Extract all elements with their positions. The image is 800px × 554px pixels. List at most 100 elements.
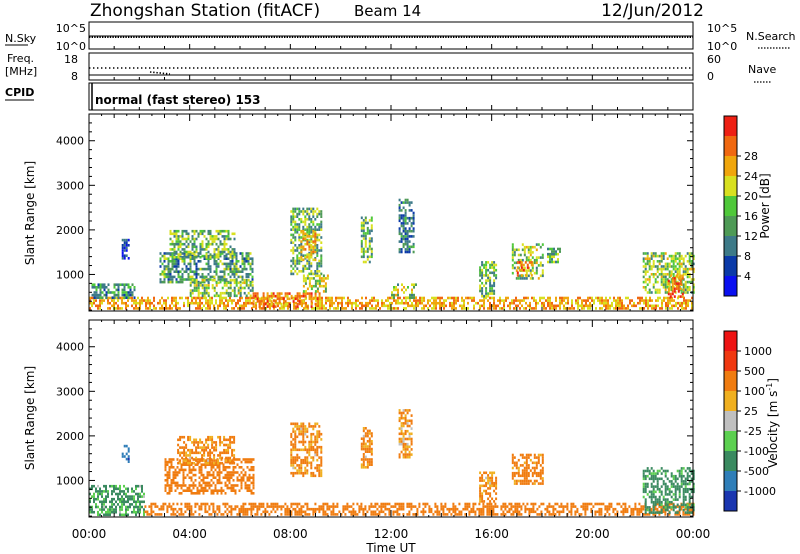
velocity-cell bbox=[186, 489, 189, 492]
power-cell bbox=[258, 300, 261, 303]
power-cell bbox=[461, 299, 463, 302]
power-cell bbox=[579, 304, 581, 308]
power-cell bbox=[479, 299, 481, 302]
power-cell bbox=[679, 282, 682, 285]
velocity-cell bbox=[229, 461, 232, 465]
power-cell bbox=[322, 279, 325, 283]
power-cell bbox=[109, 296, 111, 300]
power-cell bbox=[197, 284, 200, 287]
velocity-cell bbox=[119, 484, 121, 488]
power-cell bbox=[302, 229, 305, 233]
power-cell bbox=[203, 229, 206, 233]
velocity-cell bbox=[516, 502, 519, 506]
velocity-cell bbox=[168, 484, 171, 487]
velocity-cell bbox=[600, 502, 603, 506]
power-cell bbox=[270, 300, 273, 303]
velocity-cell bbox=[185, 459, 188, 462]
power-cell bbox=[213, 235, 216, 238]
velocity-cell bbox=[398, 455, 401, 459]
velocity-cell bbox=[212, 471, 215, 474]
velocity-cell bbox=[240, 476, 243, 479]
power-cell bbox=[211, 299, 213, 302]
power-cell bbox=[247, 262, 250, 266]
power-cell bbox=[175, 299, 177, 302]
velocity-cell bbox=[300, 427, 303, 431]
power-cell bbox=[262, 300, 265, 303]
velocity-cell bbox=[244, 510, 247, 514]
velocity-cell bbox=[290, 513, 293, 516]
power-cell bbox=[302, 294, 305, 298]
power-cell bbox=[319, 304, 321, 308]
velocity-cell bbox=[590, 507, 593, 511]
velocity-cell bbox=[306, 451, 309, 454]
power-cell bbox=[191, 248, 194, 251]
power-cell bbox=[195, 273, 198, 276]
power-cell bbox=[370, 229, 373, 233]
power-cell bbox=[320, 212, 323, 216]
power-cell bbox=[225, 304, 227, 308]
power-cell bbox=[199, 255, 202, 259]
velocity-cell bbox=[489, 484, 492, 488]
velocity-cell bbox=[536, 513, 539, 516]
velocity-cell bbox=[224, 502, 227, 506]
velocity-cell bbox=[332, 510, 335, 514]
velocity-cell bbox=[181, 456, 184, 460]
velocity-cell bbox=[528, 510, 531, 514]
power-cell bbox=[177, 262, 180, 266]
power-cell bbox=[302, 279, 305, 283]
power-cell bbox=[171, 301, 173, 305]
power-cell bbox=[310, 250, 313, 254]
velocity-cell bbox=[200, 466, 203, 469]
power-cell bbox=[493, 284, 496, 288]
power-cell bbox=[406, 240, 409, 243]
velocity-cell bbox=[212, 492, 215, 495]
power-cell bbox=[231, 262, 234, 266]
power-cell bbox=[211, 275, 214, 279]
power-cell bbox=[223, 245, 226, 249]
power-cell bbox=[412, 227, 415, 230]
power-cell bbox=[249, 289, 252, 292]
power-cell bbox=[231, 248, 234, 251]
power-cell bbox=[123, 296, 126, 299]
power-cell bbox=[99, 293, 102, 297]
velocity-cell bbox=[164, 479, 167, 482]
power-cell bbox=[539, 299, 541, 302]
power-cell bbox=[652, 262, 655, 266]
power-cell bbox=[375, 299, 377, 302]
velocity-cell bbox=[233, 461, 236, 465]
velocity-cell bbox=[194, 479, 197, 482]
power-cell bbox=[221, 242, 224, 246]
power-cell bbox=[209, 304, 211, 308]
power-cell bbox=[201, 278, 204, 282]
power-cell bbox=[255, 307, 257, 310]
power-cell bbox=[664, 286, 667, 289]
power-cell bbox=[547, 247, 549, 251]
velocity-cell bbox=[394, 502, 397, 506]
power-cell bbox=[117, 293, 120, 297]
velocity-cell bbox=[624, 502, 627, 506]
power-cell bbox=[99, 288, 102, 292]
power-cell bbox=[296, 249, 299, 252]
power-cell bbox=[659, 307, 661, 310]
power-cell bbox=[429, 304, 431, 308]
power-cell bbox=[209, 255, 212, 259]
power-cell bbox=[402, 206, 405, 210]
velocity-cell bbox=[302, 422, 305, 426]
power-cell bbox=[245, 275, 248, 279]
velocity-cell bbox=[250, 502, 253, 506]
power-cell bbox=[167, 273, 170, 276]
power-cell bbox=[664, 283, 667, 286]
velocity-cell bbox=[440, 502, 443, 506]
power-cell bbox=[675, 287, 678, 291]
power-cell bbox=[292, 300, 295, 303]
velocity-cell bbox=[511, 461, 514, 465]
power-cell bbox=[159, 299, 161, 302]
power-cell bbox=[527, 258, 530, 262]
power-cell bbox=[187, 304, 189, 308]
velocity-cell bbox=[650, 507, 653, 511]
velocity-cell bbox=[504, 502, 507, 506]
power-cell bbox=[531, 245, 534, 249]
velocity-cell bbox=[485, 492, 488, 495]
velocity-cell bbox=[308, 507, 311, 511]
power-cell bbox=[292, 236, 295, 239]
